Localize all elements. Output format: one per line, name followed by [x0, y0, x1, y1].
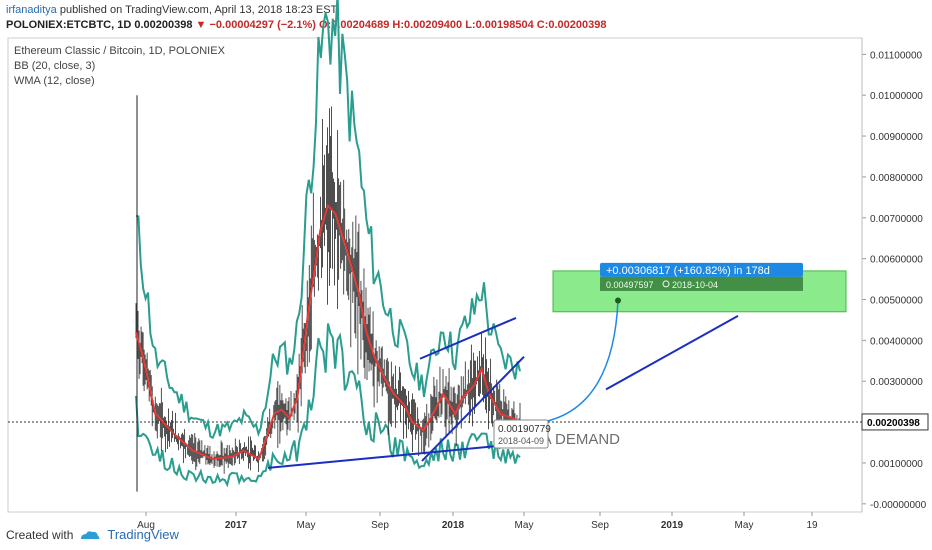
wedge-lower-line — [421, 356, 525, 462]
current-price-label: 0.00200398 — [867, 418, 920, 429]
created-with-text: Created with — [6, 527, 74, 542]
wedge-upper-line — [419, 316, 517, 360]
symbol-bar: POLONIEX:ETCBTC, 1D 0.00200398 ▼ −0.0000… — [6, 19, 606, 31]
tradingview-brand[interactable]: TradingView — [107, 527, 179, 542]
last-price: 0.00200398 — [134, 19, 193, 31]
y-tick-label: -0.00000000 — [870, 500, 927, 511]
low-value: L:0.00198504 — [465, 19, 534, 31]
y-tick-label: 0.00300000 — [870, 377, 923, 388]
support-trendline — [267, 443, 513, 469]
y-axis: 0.01100000 0.01000000 0.00900000 0.00800000… — [861, 38, 929, 512]
chart-legend: Ethereum Classic / Bitcoin, 1D, POLONIEX… — [14, 44, 225, 89]
target-value-label: 0.00497597 — [606, 280, 654, 290]
start-date-label: 2018-04-09 — [498, 436, 544, 446]
legend-bb[interactable]: BB (20, close, 3) — [14, 60, 96, 72]
close-value: C:0.00200398 — [536, 19, 607, 31]
x-tick-label: May — [297, 520, 316, 531]
x-tick-label: 2017 — [225, 520, 248, 531]
y-tick-label: 0.00100000 — [870, 459, 923, 470]
y-tick-label: 0.00500000 — [870, 296, 923, 307]
target-date-label: 2018-10-04 — [672, 280, 718, 290]
x-tick-label: Sep — [371, 520, 389, 531]
wma-series — [135, 203, 521, 461]
y-tick-label: 0.00800000 — [870, 173, 923, 184]
y-tick-label: 0.01100000 — [870, 50, 923, 61]
start-value-label: 0.00190779 — [498, 424, 551, 435]
y-tick-label: 0.00400000 — [870, 336, 923, 347]
legend-title: Ethereum Classic / Bitcoin, 1D, POLONIEX — [14, 45, 225, 57]
price-change: ▼ −0.00004297 (−2.1%) — [195, 19, 316, 31]
current-price-tag — [861, 413, 929, 431]
x-tick-label: 2018 — [442, 520, 465, 531]
start-label-box — [493, 419, 549, 449]
x-tick-label: May — [735, 520, 754, 531]
x-tick-label: 2019 — [661, 520, 684, 531]
y-tick-label: 0.00700000 — [870, 214, 923, 225]
y-tick-label: 0.00600000 — [870, 255, 923, 266]
footer: Created with TradingView — [6, 527, 179, 542]
measure-label: +0.00306817 (+160.82%) in 178d — [606, 265, 770, 277]
x-axis: Aug 2017 May Sep 2018 May Sep 2019 May 19 — [137, 512, 818, 531]
y-tick-label: 0.01000000 — [870, 91, 923, 102]
publish-header: irfanaditya published on TradingView.com… — [6, 4, 337, 16]
bb-upper-band — [135, 0, 521, 440]
target-point — [615, 297, 621, 304]
x-tick-label: Aug — [137, 520, 155, 531]
high-value: H:0.00209400 — [392, 19, 463, 31]
clock-icon — [662, 280, 670, 288]
y-tick-label: 0.00900000 — [870, 132, 923, 143]
tradingview-cloud-icon — [81, 530, 100, 539]
x-tick-label: 19 — [806, 520, 818, 531]
legend-wma[interactable]: WMA (12, close) — [14, 75, 95, 87]
x-tick-label: May — [515, 520, 534, 531]
measure-label-box — [600, 262, 803, 277]
wma-line — [135, 203, 521, 461]
x-tick-label: Sep — [591, 520, 609, 531]
author-link[interactable]: irfanaditya — [6, 4, 57, 16]
symbol-name: POLONIEX:ETCBTC, 1D — [6, 19, 132, 31]
projection-trendline — [605, 314, 739, 391]
published-text: published on TradingView.com, April 13, … — [59, 4, 338, 16]
target-label-box — [600, 276, 803, 291]
annotation-labels: +0.00306817 (+160.82%) in 178d 0.00497597… — [493, 262, 803, 449]
